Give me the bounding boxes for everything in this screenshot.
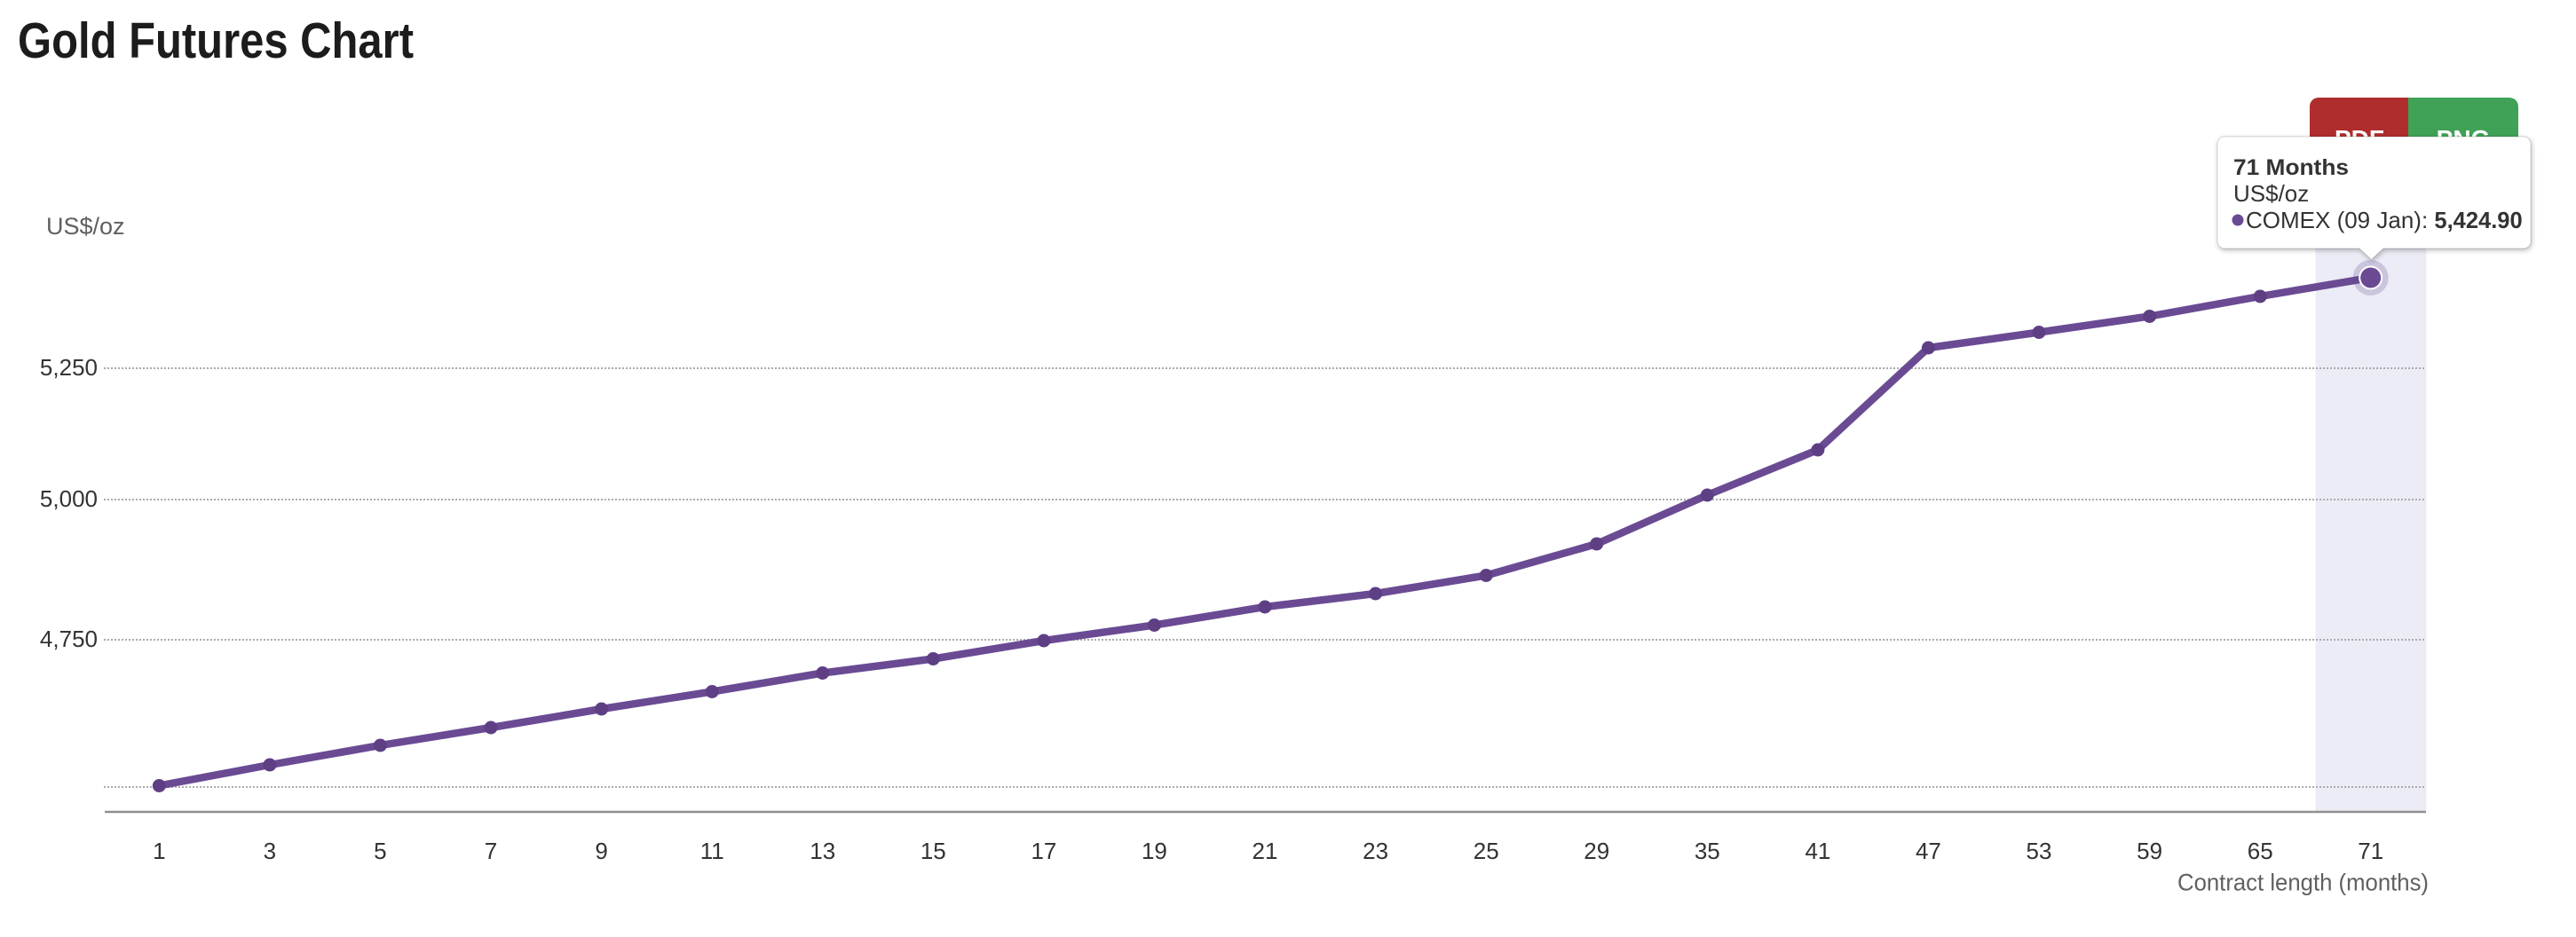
svg-text:25: 25 xyxy=(1474,838,1499,864)
svg-text:71 Months: 71 Months xyxy=(2233,155,2349,180)
svg-text:COMEX (09 Jan): 5,424.90: COMEX (09 Jan): 5,424.90 xyxy=(2246,207,2523,233)
svg-text:11: 11 xyxy=(700,838,724,864)
svg-text:13: 13 xyxy=(810,838,835,864)
svg-text:1: 1 xyxy=(153,838,165,864)
svg-text:41: 41 xyxy=(1805,838,1830,864)
svg-text:21: 21 xyxy=(1252,838,1278,864)
svg-text:US$/oz: US$/oz xyxy=(2233,180,2309,207)
svg-text:5,250: 5,250 xyxy=(40,354,98,381)
svg-text:9: 9 xyxy=(595,838,607,864)
svg-text:65: 65 xyxy=(2248,838,2273,864)
svg-text:7: 7 xyxy=(485,838,497,864)
svg-text:47: 47 xyxy=(1916,838,1941,864)
svg-text:23: 23 xyxy=(1363,838,1388,864)
svg-text:3: 3 xyxy=(264,838,276,864)
svg-text:35: 35 xyxy=(1695,838,1720,864)
svg-text:Gold Futures Chart: Gold Futures Chart xyxy=(18,12,414,69)
svg-text:15: 15 xyxy=(921,838,946,864)
svg-text:71: 71 xyxy=(2358,838,2383,864)
svg-text:5: 5 xyxy=(374,838,386,864)
svg-text:19: 19 xyxy=(1142,838,1167,864)
svg-text:Contract length (months): Contract length (months) xyxy=(2177,870,2429,896)
svg-text:5,000: 5,000 xyxy=(40,485,98,512)
svg-text:53: 53 xyxy=(2027,838,2052,864)
svg-text:59: 59 xyxy=(2137,838,2162,864)
svg-text:4,750: 4,750 xyxy=(40,626,98,652)
svg-text:29: 29 xyxy=(1584,838,1609,864)
svg-text:17: 17 xyxy=(1031,838,1056,864)
svg-text:US$/oz: US$/oz xyxy=(46,213,125,240)
